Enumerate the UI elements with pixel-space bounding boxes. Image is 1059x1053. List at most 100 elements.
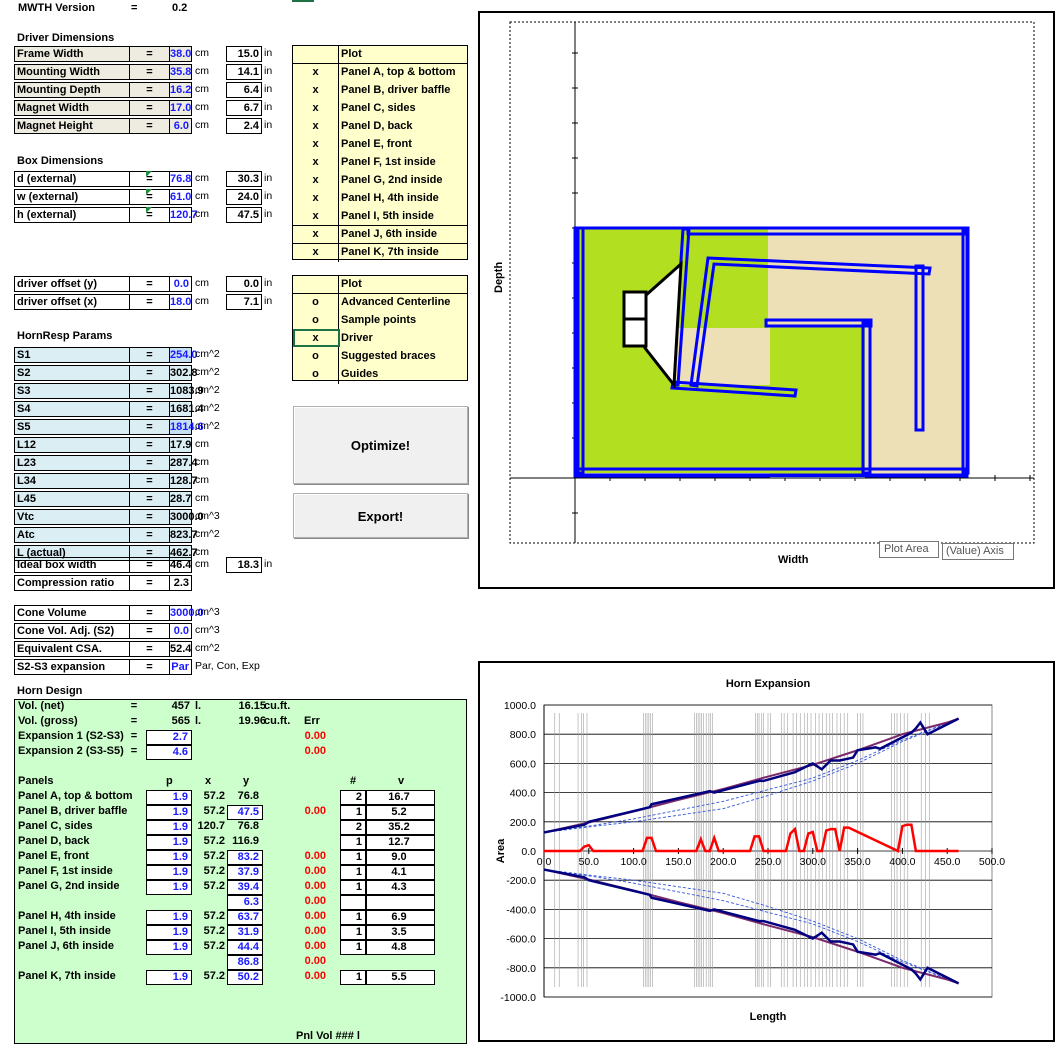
value-l34[interactable]: 128.7	[170, 473, 198, 489]
panel-p[interactable]: 1.9	[146, 850, 192, 865]
expansion2-input[interactable]: 4.6	[146, 745, 192, 760]
value-s3[interactable]: 1083.9	[170, 383, 204, 399]
value-l23[interactable]: 287.4	[170, 455, 198, 471]
panel-p[interactable]: 1.9	[146, 820, 192, 835]
expansion1-input[interactable]: 2.7	[146, 730, 192, 745]
col-p: p	[166, 775, 173, 787]
value-l12[interactable]: 17.9	[170, 437, 192, 453]
panel-count[interactable]: 1	[340, 880, 366, 895]
value-h-external[interactable]: 120.7	[170, 207, 198, 223]
panel-p[interactable]: 1.9	[146, 835, 192, 850]
plot-item-panel-e-front[interactable]: x Panel E, front	[293, 136, 467, 154]
divider	[293, 243, 467, 244]
panel-i-5th-inside	[670, 380, 798, 398]
value-atc[interactable]: 823.7	[170, 527, 198, 543]
plot-item-panel-j-6th-inside[interactable]: x Panel J, 6th inside	[293, 226, 467, 244]
plot-toggle[interactable]: x	[293, 154, 339, 172]
value-compression-ratio[interactable]: 2.3	[170, 575, 192, 591]
panel-y[interactable]: 39.4	[227, 880, 263, 895]
panel-y[interactable]: 44.4	[227, 940, 263, 955]
plot-toggle[interactable]: x	[293, 190, 339, 208]
value-mounting-depth[interactable]: 16.2	[170, 82, 192, 98]
panel-p[interactable]: 1.9	[146, 910, 192, 925]
y-tick-label: -200.0	[506, 875, 536, 887]
value-driver-offset-y[interactable]: 0.0	[170, 276, 192, 292]
plot-item-advanced-centerline[interactable]: o Advanced Centerline	[293, 294, 467, 312]
plot-toggle[interactable]: o	[293, 366, 339, 384]
value-s4[interactable]: 1681.4	[170, 401, 204, 417]
value-mounting-width[interactable]: 35.8	[170, 64, 192, 80]
plot-toggle[interactable]: x	[293, 208, 339, 226]
col-y: y	[243, 775, 250, 787]
plot-toggle[interactable]: x	[293, 118, 339, 136]
value-magnet-height[interactable]: 6.0	[170, 118, 192, 134]
plot-item-panel-g-2nd-inside[interactable]: x Panel G, 2nd inside	[293, 172, 467, 190]
panel-y[interactable]: 31.9	[227, 925, 263, 940]
panel-y[interactable]: 63.7	[227, 910, 263, 925]
panel-count[interactable]: 1	[340, 925, 366, 940]
plot-item-panel-b-driver-baffle[interactable]: x Panel B, driver baffle	[293, 82, 467, 100]
panel-p[interactable]: 1.9	[146, 925, 192, 940]
plot-item-guides[interactable]: o Guides	[293, 366, 467, 384]
value-cone-vol-adj-s2[interactable]: 0.0	[170, 623, 192, 639]
plot-item-panel-i-5th-inside[interactable]: x Panel I, 5th inside	[293, 208, 467, 226]
value-s5[interactable]: 1814.6	[170, 419, 204, 435]
plot-item-panel-a-top-bottom[interactable]: x Panel A, top & bottom	[293, 64, 467, 82]
panel-count[interactable]: 1	[340, 940, 366, 955]
value-ideal-box-width[interactable]: 46.4	[170, 557, 192, 573]
plot-toggle[interactable]: x	[293, 226, 339, 244]
value-vtc[interactable]: 3000.0	[170, 509, 204, 525]
plot-toggle[interactable]: o	[293, 294, 339, 312]
panel-count[interactable]: 1	[340, 970, 366, 985]
value-l45[interactable]: 28.7	[170, 491, 192, 507]
value-equivalent-csa[interactable]: 52.4	[170, 641, 192, 657]
panel-count[interactable]: 1	[340, 865, 366, 880]
panel-count[interactable]: 1	[340, 850, 366, 865]
value-s2-s3-expansion[interactable]: Par	[170, 659, 192, 675]
horn-expansion-chart[interactable]: Horn Expansion Length Area 1000.0 800.0 600.0…	[478, 661, 1055, 1042]
plot-item-panel-k-7th-inside[interactable]: x Panel K, 7th inside	[293, 244, 467, 262]
panel-p[interactable]: 1.9	[146, 970, 192, 985]
panel-count[interactable]: 1	[340, 805, 366, 820]
plot-toggle[interactable]: x	[293, 82, 339, 100]
plot-item-panel-d-back[interactable]: x Panel D, back	[293, 118, 467, 136]
plot-toggle[interactable]: x	[293, 136, 339, 154]
plot-toggle[interactable]: x	[293, 172, 339, 190]
value-cone-volume[interactable]: 3000.0	[170, 605, 204, 621]
panel-p[interactable]: 1.9	[146, 940, 192, 955]
plot-toggle[interactable]: x	[293, 244, 339, 262]
panel-p[interactable]: 1.9	[146, 790, 192, 805]
plot-item-suggested-braces[interactable]: o Suggested braces	[293, 348, 467, 366]
value-d-external[interactable]: 76.8	[170, 171, 192, 187]
value-driver-offset-x[interactable]: 18.0	[170, 294, 192, 310]
plot-toggle[interactable]: o	[293, 312, 339, 330]
box-layout-chart[interactable]: Depth Width Plot Area (Value) Axis	[478, 11, 1055, 589]
value-s2[interactable]: 302.8	[170, 365, 198, 381]
panel-p[interactable]: 1.9	[146, 805, 192, 820]
panel-count[interactable]: 2	[340, 790, 366, 805]
plot-toggle[interactable]: x	[293, 100, 339, 118]
extra-y[interactable]: 86.8	[227, 955, 263, 970]
panel-y[interactable]: 83.2	[227, 850, 263, 865]
export-button[interactable]: Export!	[293, 493, 468, 538]
value-s1[interactable]: 254.0	[170, 347, 198, 363]
value-magnet-width[interactable]: 17.0	[170, 100, 192, 116]
panel-count[interactable]: 1	[340, 910, 366, 925]
optimize-button[interactable]: Optimize!	[293, 406, 468, 484]
value-frame-width[interactable]: 38.0	[170, 46, 192, 62]
plot-item-sample-points[interactable]: o Sample points	[293, 312, 467, 330]
panel-p[interactable]: 1.9	[146, 865, 192, 880]
panel-y[interactable]: 47.5	[227, 805, 263, 820]
panel-p[interactable]: 1.9	[146, 880, 192, 895]
plot-toggle[interactable]: o	[293, 348, 339, 366]
plot-item-panel-c-sides[interactable]: x Panel C, sides	[293, 100, 467, 118]
panel-count[interactable]: 2	[340, 820, 366, 835]
panel-count[interactable]: 1	[340, 835, 366, 850]
plot-toggle[interactable]: x	[293, 64, 339, 82]
plot-item-panel-f-1st-inside[interactable]: x Panel F, 1st inside	[293, 154, 467, 172]
extra-y[interactable]: 6.3	[227, 895, 263, 910]
panel-y[interactable]: 37.9	[227, 865, 263, 880]
plot-item-panel-h-4th-inside[interactable]: x Panel H, 4th inside	[293, 190, 467, 208]
value-w-external[interactable]: 61.0	[170, 189, 192, 205]
panel-y[interactable]: 50.2	[227, 970, 263, 985]
